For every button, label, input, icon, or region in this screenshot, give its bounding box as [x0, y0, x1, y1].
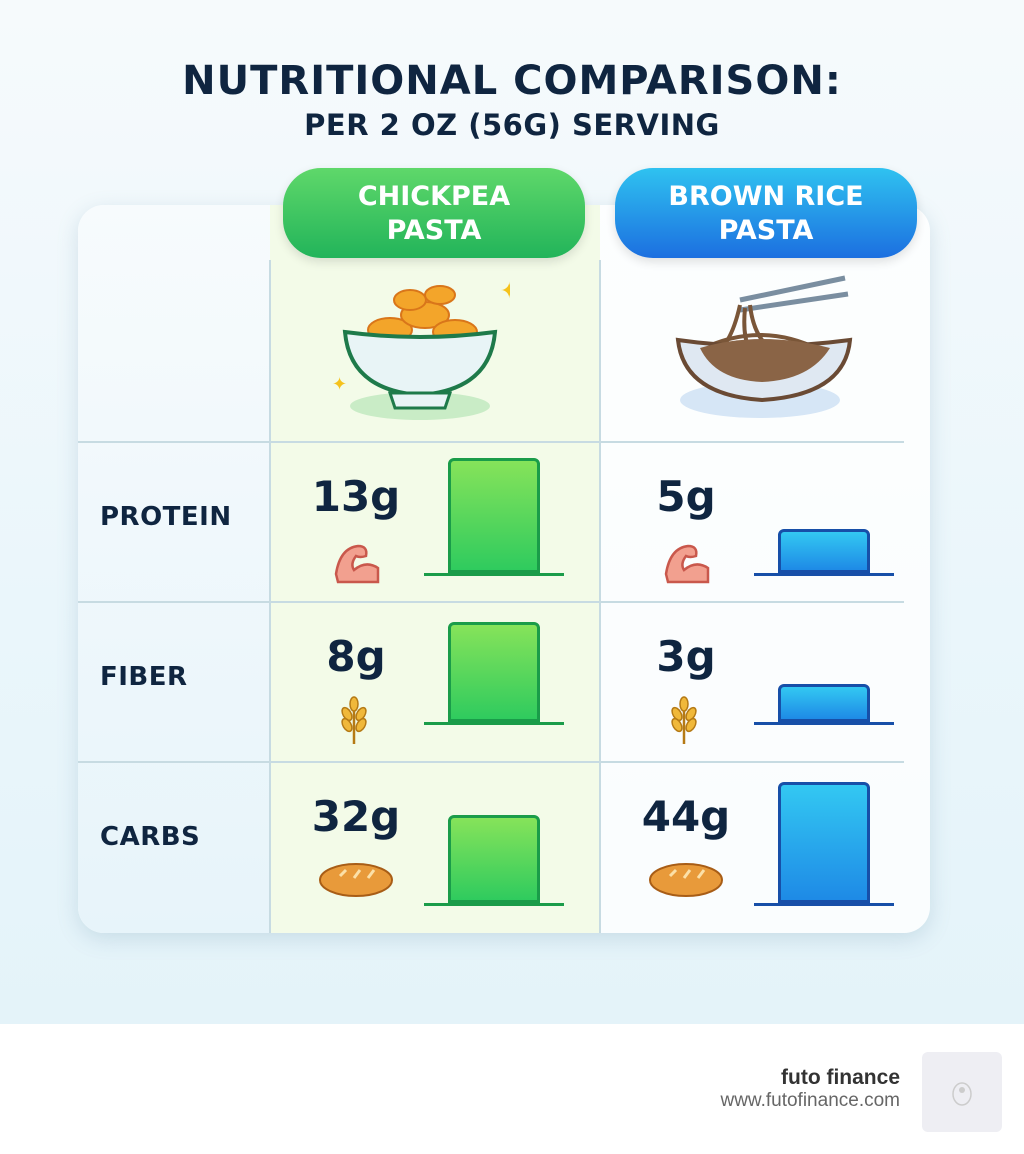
header-line: PASTA	[718, 215, 814, 246]
chickpea-pasta-header: CHICKPEA PASTA	[283, 168, 585, 258]
row-label-carbs: CARBS	[100, 822, 201, 852]
brown-rice-bar	[778, 684, 870, 722]
bar-baseline	[424, 722, 564, 725]
header-line: CHICKPEA	[357, 181, 511, 212]
svg-text:✦: ✦	[500, 279, 510, 304]
bar-baseline	[754, 722, 894, 725]
brown-rice-value: 5g	[656, 472, 716, 521]
chickpea-value: 8g	[326, 632, 386, 681]
header-line: PASTA	[386, 215, 482, 246]
bread-icon	[318, 854, 396, 914]
chickpea-bar	[448, 815, 540, 903]
footer	[0, 1024, 1024, 1154]
bar-baseline	[754, 903, 894, 906]
divider	[78, 761, 904, 763]
svg-text:✦: ✦	[332, 374, 347, 395]
divider	[269, 260, 271, 933]
noodle-bowl-icon	[675, 275, 853, 418]
chickpea-bar	[448, 458, 540, 573]
bear-logo-icon	[952, 1082, 972, 1106]
row-label-fiber: FIBER	[100, 662, 188, 692]
bar-baseline	[424, 573, 564, 576]
divider	[78, 601, 904, 603]
bar-baseline	[754, 573, 894, 576]
header-line: BROWN RICE	[668, 181, 864, 212]
brown-rice-value: 44g	[641, 792, 731, 841]
divider	[599, 260, 601, 933]
flexed-arm-icon	[330, 534, 382, 594]
page-title: NUTRITIONAL COMPARISON:	[182, 58, 842, 104]
page-subtitle: PER 2 OZ (56G) SERVING	[304, 108, 720, 142]
label-column	[78, 205, 270, 933]
bar-baseline	[424, 903, 564, 906]
brown-rice-pasta-header: BROWN RICE PASTA	[615, 168, 917, 258]
flexed-arm-icon	[660, 534, 712, 594]
divider	[78, 441, 904, 443]
brown-rice-value: 3g	[656, 632, 716, 681]
bread-icon	[648, 854, 726, 914]
row-label-protein: PROTEIN	[100, 502, 232, 532]
brand-logo	[922, 1052, 1002, 1132]
wheat-icon	[330, 694, 382, 754]
brown-rice-bar	[778, 529, 870, 573]
chickpea-value: 32g	[311, 792, 401, 841]
brand-name: futo finance	[781, 1066, 900, 1089]
brand-url[interactable]: www.futofinance.com	[720, 1090, 900, 1111]
brown-rice-bar	[778, 782, 870, 903]
pasta-bowl-icon: ✦✦	[332, 279, 510, 420]
chickpea-bar	[448, 622, 540, 722]
wheat-icon	[660, 694, 712, 754]
chickpea-value: 13g	[311, 472, 401, 521]
